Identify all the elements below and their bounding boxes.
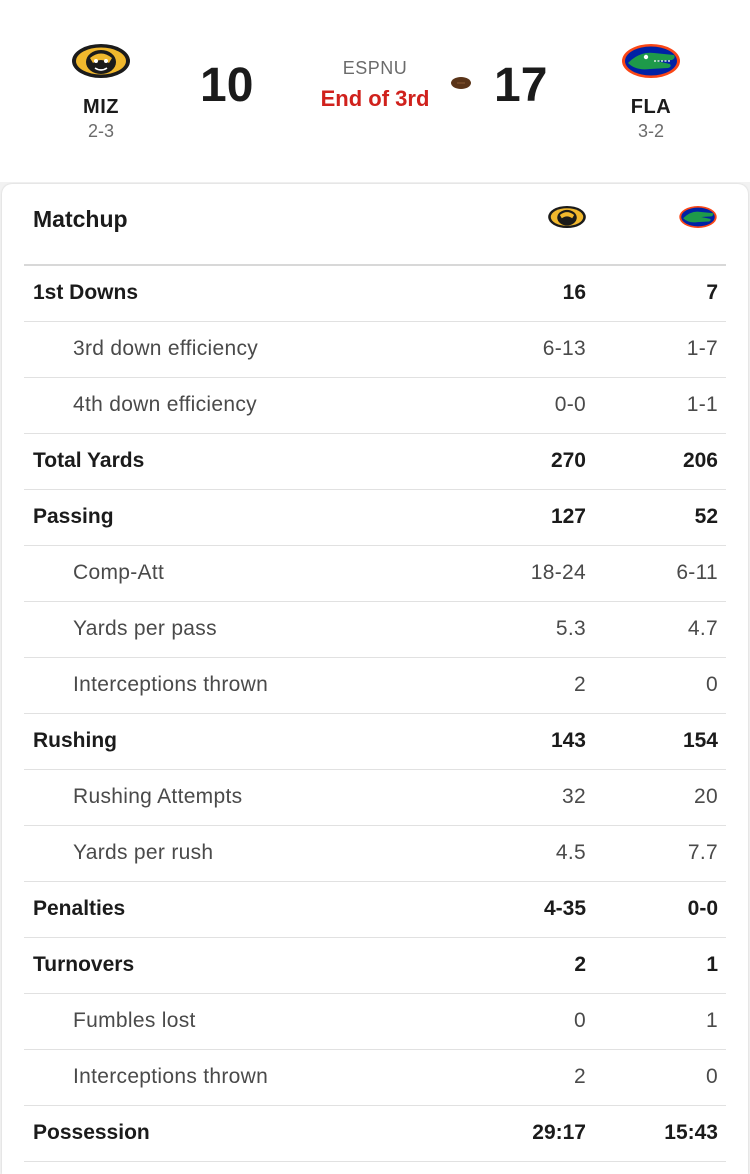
home-team[interactable]: FLA 3-2: [591, 38, 711, 142]
stat-row: Yards per pass 5.3 4.7: [24, 602, 726, 658]
stat-row: Rushing Attempts 32 20: [24, 770, 726, 826]
away-team-abbr: MIZ: [83, 96, 119, 118]
stat-label: Total Yards: [33, 449, 145, 472]
stat-label: Possession: [33, 1121, 150, 1144]
stat-label: 4th down efficiency: [73, 393, 257, 416]
scoreboard-header: MIZ 2-3 10 ESPNU End of 3rd 17 FLA 3-2: [0, 0, 750, 182]
home-stat-value: 1-1: [686, 393, 718, 416]
stat-row: 4th down efficiency 0-0 1-1: [24, 378, 726, 434]
away-stat-value: 5.3: [555, 617, 586, 640]
home-stat-value: 0: [706, 673, 718, 696]
away-stat-value: 2: [574, 1065, 586, 1088]
away-stat-value: 2: [574, 953, 586, 976]
stat-label: Interceptions thrown: [73, 1065, 269, 1088]
home-stat-value: 1-7: [686, 337, 718, 360]
home-stat-value: 7.7: [687, 841, 718, 864]
stat-row: Interceptions thrown 2 0: [24, 1050, 726, 1106]
stat-row: Interceptions thrown 2 0: [24, 658, 726, 714]
stat-label: Rushing: [33, 729, 117, 752]
stat-label: Passing: [33, 505, 114, 528]
matchup-card: Matchup 1st Downs 16 7 3rd down efficiency 6…: [2, 184, 748, 1174]
away-stat-value: 4.5: [555, 841, 586, 864]
stat-row: 1st Downs 16 7: [24, 266, 726, 322]
stat-row: Possession 29:17 15:43: [24, 1106, 726, 1162]
away-stat-value: 6-13: [542, 337, 586, 360]
stat-label: Interceptions thrown: [73, 673, 269, 696]
football-icon: [450, 76, 472, 95]
home-stat-value: 7: [706, 281, 718, 304]
stat-row: Yards per rush 4.5 7.7: [24, 826, 726, 882]
stat-label: Comp-Att: [73, 561, 165, 584]
home-stat-value: 52: [694, 505, 718, 528]
away-team-record: 2-3: [87, 121, 114, 141]
stat-label: 3rd down efficiency: [73, 337, 259, 360]
stat-row: Fumbles lost 0 1: [24, 994, 726, 1050]
home-stat-value: 0-0: [687, 897, 718, 920]
home-stat-value: 15:43: [664, 1121, 718, 1144]
home-stat-value: 154: [682, 729, 718, 752]
stat-row: Comp-Att 18-24 6-11: [24, 546, 726, 602]
away-stat-value: 32: [562, 785, 586, 808]
stat-label: Rushing Attempts: [73, 785, 243, 808]
home-stat-value: 6-11: [676, 561, 718, 584]
away-stat-value: 270: [550, 449, 586, 472]
home-stat-value: 206: [682, 449, 718, 472]
stat-label: Yards per rush: [73, 841, 214, 864]
home-stat-value: 4.7: [687, 617, 718, 640]
home-stat-value: 20: [694, 785, 718, 808]
home-team-record: 3-2: [637, 121, 664, 141]
away-team[interactable]: MIZ 2-3: [41, 38, 161, 142]
missouri-tiger-icon: [547, 204, 587, 235]
home-stat-value: 1: [706, 1009, 718, 1032]
stat-row: 3rd down efficiency 6-13 1-7: [24, 322, 726, 378]
away-stat-value: 127: [550, 505, 586, 528]
stat-row: Turnovers 2 1: [24, 938, 726, 994]
stat-row: Rushing 143 154: [24, 714, 726, 770]
away-stat-value: 143: [550, 729, 586, 752]
stat-row: Passing 127 52: [24, 490, 726, 546]
stat-label: Fumbles lost: [73, 1009, 196, 1032]
home-team-abbr: FLA: [630, 96, 672, 118]
away-stat-value: 2: [574, 673, 586, 696]
missouri-tiger-icon: [41, 38, 161, 84]
florida-gator-icon: [591, 38, 711, 84]
game-status: End of 3rd: [320, 86, 430, 111]
matchup-title: Matchup: [33, 206, 128, 232]
matchup-stats-table: 1st Downs 16 7 3rd down efficiency 6-13 1-7 4t…: [24, 264, 726, 1162]
stat-label: Penalties: [33, 897, 126, 920]
home-stat-value: 0: [706, 1065, 718, 1088]
stat-label: Turnovers: [33, 953, 135, 976]
away-stat-value: 4-35: [543, 897, 586, 920]
away-stat-value: 0-0: [554, 393, 586, 416]
stat-label: Yards per pass: [73, 617, 217, 640]
away-stat-value: 16: [562, 281, 586, 304]
home-score: 17: [494, 59, 548, 112]
stat-label: 1st Downs: [33, 281, 139, 304]
away-stat-value: 0: [574, 1009, 586, 1032]
florida-gator-icon: [678, 204, 718, 235]
home-stat-value: 1: [706, 953, 718, 976]
stat-row: Penalties 4-35 0-0: [24, 882, 726, 938]
away-score: 10: [200, 59, 254, 112]
away-stat-value: 18-24: [530, 561, 586, 584]
stat-row: Total Yards 270 206: [24, 434, 726, 490]
away-stat-value: 29:17: [532, 1121, 586, 1144]
tv-network: ESPNU: [342, 58, 408, 78]
